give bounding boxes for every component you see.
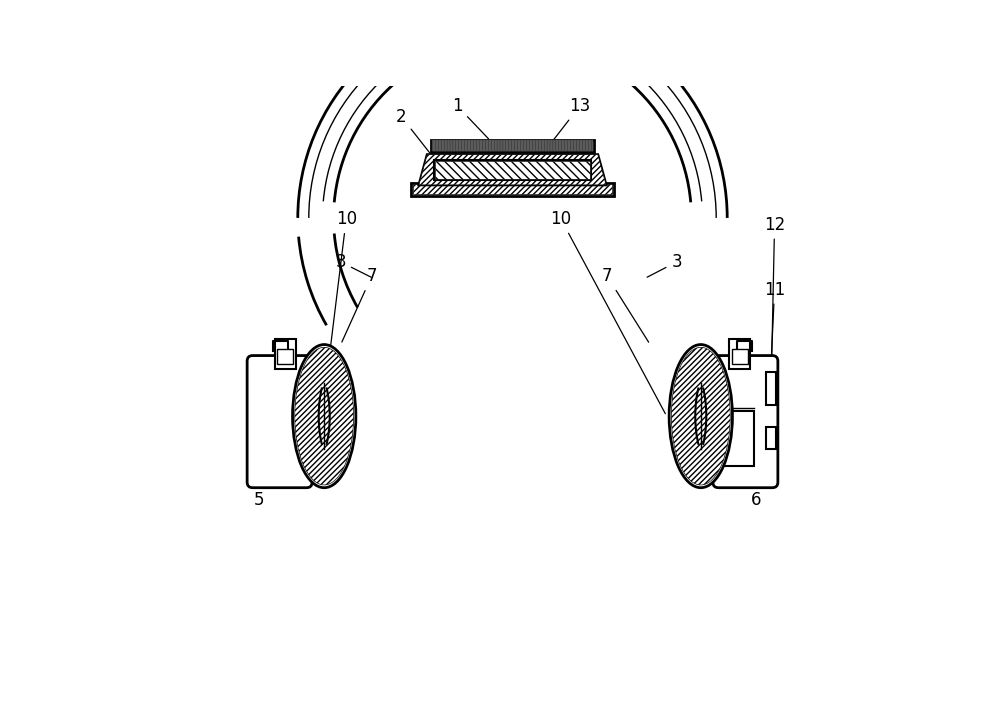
Text: 13: 13 <box>553 97 590 141</box>
Polygon shape <box>419 154 606 185</box>
Ellipse shape <box>293 345 356 488</box>
Bar <box>720 410 754 465</box>
Text: 6: 6 <box>751 484 761 509</box>
Text: 2: 2 <box>396 108 434 158</box>
FancyBboxPatch shape <box>713 355 778 488</box>
Text: 5: 5 <box>254 484 264 509</box>
Bar <box>432 140 593 151</box>
Text: 4: 4 <box>256 357 279 375</box>
Text: 12: 12 <box>764 215 785 431</box>
Polygon shape <box>419 154 606 185</box>
Bar <box>413 184 612 194</box>
Bar <box>435 161 590 179</box>
Bar <box>766 427 776 449</box>
Bar <box>732 349 748 364</box>
Ellipse shape <box>295 347 354 485</box>
Text: 14: 14 <box>498 177 519 195</box>
Text: 7: 7 <box>602 267 649 342</box>
Bar <box>434 159 591 180</box>
Bar <box>275 339 296 370</box>
Text: 3: 3 <box>335 253 371 277</box>
Ellipse shape <box>671 347 730 485</box>
Bar <box>411 183 614 196</box>
Ellipse shape <box>669 345 732 488</box>
Bar <box>431 139 594 152</box>
Text: 10: 10 <box>550 210 665 414</box>
Bar <box>729 339 750 370</box>
FancyBboxPatch shape <box>247 355 312 488</box>
Bar <box>277 349 293 364</box>
Text: 7: 7 <box>342 267 377 342</box>
Text: 11: 11 <box>764 280 785 380</box>
Text: 10: 10 <box>322 210 357 413</box>
Text: 1: 1 <box>452 97 489 139</box>
Text: 3: 3 <box>647 253 682 277</box>
Bar <box>766 372 776 405</box>
Text: 4: 4 <box>741 357 762 375</box>
